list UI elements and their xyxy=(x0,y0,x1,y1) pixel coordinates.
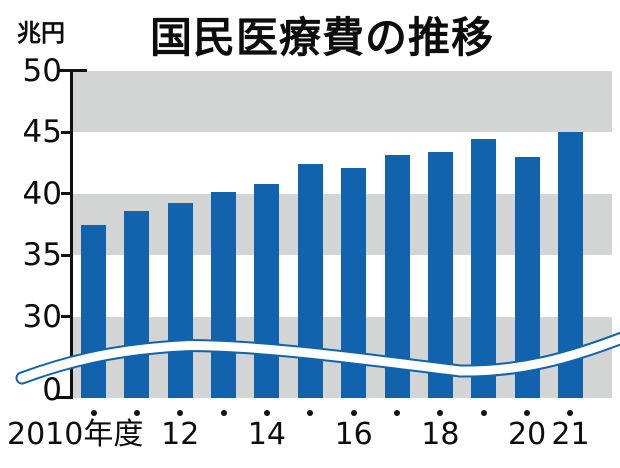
grid-band xyxy=(73,70,612,132)
bar-2010 xyxy=(81,225,106,398)
y-tick-mark-0 xyxy=(56,395,73,399)
x-tick-label-18: 18 xyxy=(421,417,460,452)
y-tick-label-50: 50 xyxy=(22,52,62,89)
y-axis-unit-label: 兆円 xyxy=(17,19,65,47)
x-tick-label-2010年度: 2010年度 xyxy=(7,417,144,452)
bar-2012 xyxy=(167,203,193,398)
bar-2019 xyxy=(471,139,497,398)
y-tick-label-40: 40 xyxy=(22,175,62,212)
y-tick-label-30: 30 xyxy=(22,298,62,335)
x-tick-dot-2011 xyxy=(133,409,140,416)
x-tick-dot-2017 xyxy=(394,409,401,416)
plot-area xyxy=(73,70,612,398)
bar-2016 xyxy=(341,167,367,398)
y-axis-line xyxy=(70,70,73,399)
y-tick-mark-35 xyxy=(61,253,73,257)
x-tick-dot-2010 xyxy=(90,409,97,416)
bar-2013 xyxy=(211,192,237,398)
y-tick-label-35: 35 xyxy=(22,237,62,273)
bar-2011 xyxy=(124,210,150,398)
x-tick-label-20: 20 xyxy=(508,417,547,452)
x-tick-label-16: 16 xyxy=(334,417,373,452)
x-tick-dot-2020 xyxy=(524,409,531,416)
x-tick-dot-2021 xyxy=(567,409,574,416)
y-tick-mark-50 xyxy=(58,69,87,72)
x-tick-label-14: 14 xyxy=(247,417,287,452)
bar-2021 xyxy=(557,132,583,398)
x-tick-dot-2013 xyxy=(220,409,227,416)
y-tick-mark-40 xyxy=(61,192,73,195)
bar-2018 xyxy=(427,151,453,398)
x-tick-dot-2012 xyxy=(177,409,184,416)
bar-2015 xyxy=(297,163,323,398)
x-tick-label-21: 21 xyxy=(551,417,590,452)
bar-2020 xyxy=(514,156,540,398)
x-tick-dot-2015 xyxy=(307,409,314,416)
x-tick-dot-2014 xyxy=(263,409,270,416)
y-tick-mark-30 xyxy=(61,315,73,318)
y-tick-label-45: 45 xyxy=(22,114,62,150)
x-tick-label-12: 12 xyxy=(161,417,200,452)
bar-2014 xyxy=(254,183,280,398)
y-tick-label-0: 0 xyxy=(42,372,62,408)
bar-2017 xyxy=(384,155,410,398)
chart-title: 国民医療費の推移 xyxy=(150,13,495,62)
x-tick-dot-2019 xyxy=(480,409,487,416)
y-tick-mark-45 xyxy=(61,130,73,134)
x-tick-dot-2016 xyxy=(350,409,357,416)
x-tick-dot-2018 xyxy=(437,409,444,416)
